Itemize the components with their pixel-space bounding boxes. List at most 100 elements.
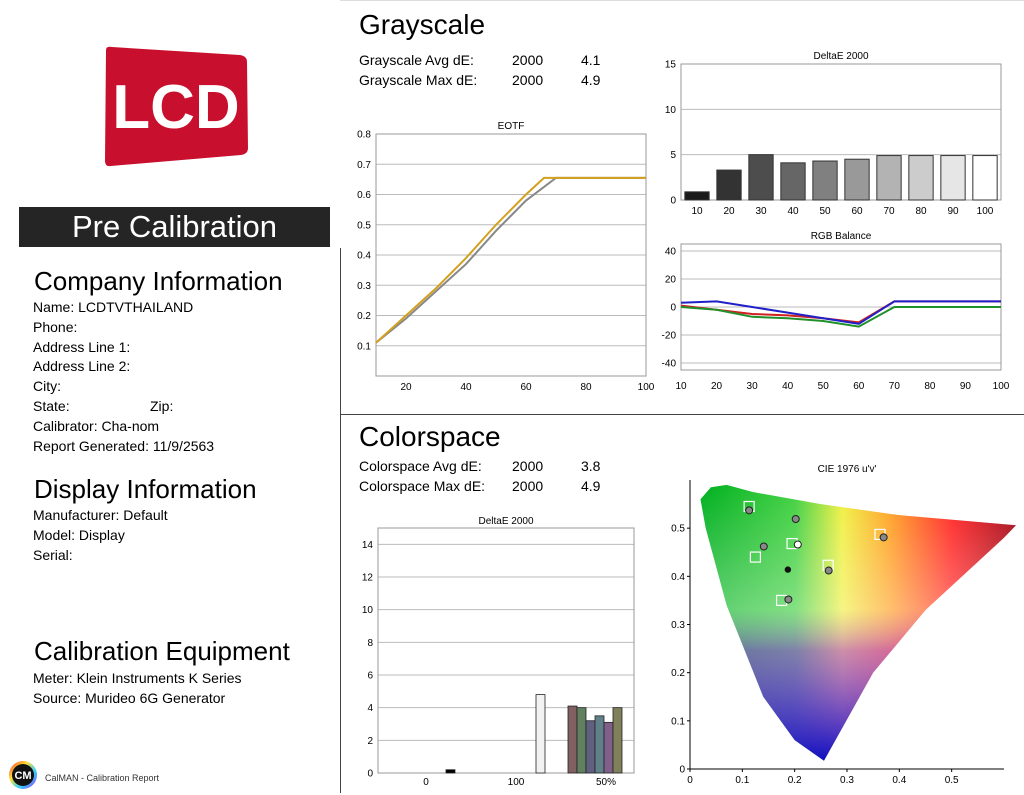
logo-text: LCD [112,73,239,142]
grayscale-stats: Grayscale Avg dE: 2000 4.1 Grayscale Max… [359,50,619,90]
x-tick-label: 10 [675,381,687,392]
colorspace-deltae-bar [585,720,596,774]
y-tick-label: 20 [665,275,677,286]
x-tick-label: 40 [787,206,799,217]
plot-frame [680,63,1002,201]
x-tick-label: 50 [818,381,830,392]
colorspace-deltae-bar [576,707,587,774]
y-tick-label: 0 [670,196,676,207]
eotf-title: EOTF [498,121,525,132]
colorspace-deltae-chart: DeltaE 2000 0 2 4 6 8 10 12 14 0 100 50% [362,516,635,788]
cie-measured-point [824,566,833,575]
plot-frame [375,133,647,377]
grayscale-heading: Grayscale [359,9,486,40]
y-tick-label: 0 [679,765,685,776]
eotf-chart: EOTF 0.1 0.2 0.3 0.4 0.5 0.6 0.7 0.8 20 40 60 80 100 [357,121,655,393]
y-tick-label: 0.2 [671,668,685,679]
grayscale-deltae-bar [780,162,806,201]
y-tick-label: 4 [367,703,373,714]
y-tick-label: 0.4 [357,251,371,262]
y-tick-label: 0.1 [671,716,685,727]
colorspace-deltae-bar [445,769,456,774]
grayscale-avg-value: 4.1 [581,52,601,68]
cie-measured-point [793,540,802,549]
x-tick-label: 90 [960,381,972,392]
colorspace-avg-label: Colorspace Avg dE: [359,458,482,474]
cie-measured-point [759,542,768,551]
calman-badge-text: CM [14,770,31,782]
cie-measured-point [791,515,800,524]
horizontal-divider [340,414,1024,415]
company-city: City: [33,378,61,395]
y-tick-label: 10 [362,605,374,616]
y-tick-label: -40 [662,359,677,370]
rgb-balance-title: RGB Balance [811,231,872,242]
display-info-heading: Display Information [34,474,257,504]
colorspace-heading: Colorspace [359,421,501,452]
colorspace-max-method: 2000 [512,478,544,494]
plot-frame [377,527,635,774]
x-tick-label: 90 [947,206,959,217]
colorspace-deltae-title: DeltaE 2000 [478,516,533,527]
x-tick-label: 70 [883,206,895,217]
x-tick-label: 60 [520,382,532,393]
vertical-divider [340,248,341,793]
y-tick-label: -20 [662,331,677,342]
company-info-heading: Company Information [34,266,283,296]
x-tick-label: 0.4 [892,775,906,786]
grayscale-deltae-bar [908,155,934,201]
colorspace-deltae-bar [567,705,578,774]
y-tick-label: 2 [367,736,373,747]
company-state: State: [33,397,70,414]
grayscale-max-method: 2000 [512,72,544,88]
cie-gamut-shade [700,484,1017,761]
lcd-logo: LCD [102,46,250,167]
cie-target-square [749,551,762,563]
grayscale-deltae-bar [972,155,998,201]
colorspace-max-label: Colorspace Max dE: [359,478,486,494]
display-info-list: Manufacturer: Default Model: Display Ser… [33,506,168,565]
company-report-date: Report Generated: 11/9/2563 [33,437,215,454]
x-tick-label: 30 [755,206,767,217]
x-tick-label: 40 [782,381,794,392]
equipment-meter: Meter: Klein Instruments K Series [33,670,242,686]
banner-title: Pre Calibration [71,209,278,244]
y-tick-label: 12 [362,573,374,584]
x-tick-label: 40 [460,382,472,393]
y-tick-label: 0 [670,303,676,314]
grayscale-avg-label: Grayscale Avg dE: [359,52,474,68]
top-rule [340,0,1024,1]
y-tick-label: 0.5 [357,220,371,231]
x-tick-label: 80 [915,206,927,217]
x-tick-label: 0.3 [840,775,854,786]
y-tick-label: 15 [665,60,677,71]
x-tick-label: 100 [508,777,525,788]
colorspace-avg-method: 2000 [512,458,544,474]
cie-chart: CIE 1976 u'v' 0 0.1 0.2 0.3 0.4 0.5 0 0.1 0.2 0.3 0… [671,464,1017,786]
grayscale-deltae-bar [844,158,870,201]
x-tick-label: 20 [723,206,735,217]
grayscale-deltae-bar [812,160,838,201]
y-tick-label: 14 [362,540,374,551]
y-tick-label: 0.1 [357,341,371,352]
cie-measured-point [879,533,888,542]
y-tick-label: 0.2 [357,311,371,322]
cie-title: CIE 1976 u'v' [818,464,877,475]
grayscale-deltae-bar [940,155,966,201]
footer-text: CalMAN - Calibration Report [45,773,160,783]
cie-measured-point [784,595,793,604]
grayscale-deltae-bar [748,154,774,201]
company-name: Name: LCDTVTHAILAND [33,299,194,315]
display-model: Model: Display [33,526,125,543]
grayscale-deltae-bar [716,169,742,201]
x-tick-label: 100 [993,381,1010,392]
x-tick-label: 20 [711,381,723,392]
colorspace-deltae-bar [612,707,623,774]
rgb-series-line [680,306,1001,328]
y-tick-label: 0.5 [671,524,685,535]
x-tick-label: 60 [851,206,863,217]
equipment-heading: Calibration Equipment [34,636,290,666]
cie-whitepoint [784,566,792,573]
calman-badge: CM [8,760,38,790]
grayscale-deltae-chart: DeltaE 2000 0 5 10 15 10 20 30 40 50 60 70 80 90 100 [665,51,1002,217]
